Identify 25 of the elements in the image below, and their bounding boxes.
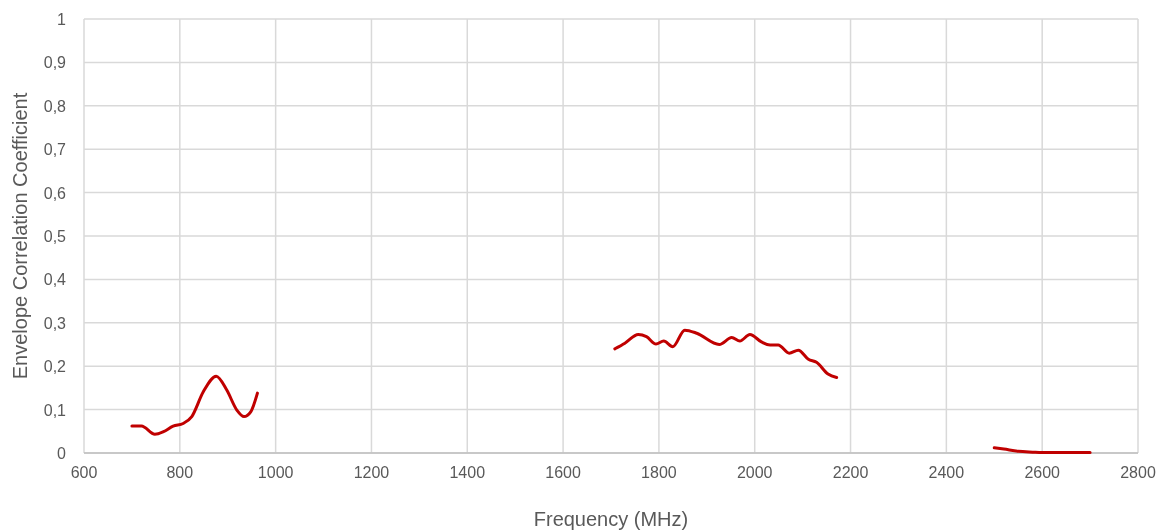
x-tick-label: 1800: [641, 464, 677, 481]
y-tick-label: 0,2: [43, 358, 67, 376]
x-tick-label: 1200: [353, 464, 390, 481]
y-tick-label: 0,3: [43, 314, 67, 332]
x-tick-label: 2000: [736, 464, 773, 481]
y-tick-label: 0,1: [43, 401, 67, 419]
y-tick-label: 1: [57, 11, 67, 28]
x-tick-label: 2600: [1024, 464, 1061, 481]
y-tick-label: 0,4: [43, 271, 67, 289]
x-axis-title: Frequency (MHz): [533, 508, 689, 530]
y-tick-label: 0,9: [43, 54, 67, 72]
y-tick-label: 0,6: [43, 184, 67, 202]
x-tick-label: 2200: [832, 464, 869, 481]
x-tick-label: 600: [70, 464, 98, 481]
y-tick-label: 0,8: [43, 97, 67, 115]
y-tick-label: 0,5: [43, 228, 67, 245]
x-tick-label: 2800: [1120, 464, 1156, 481]
y-tick-label: 0,7: [43, 141, 67, 159]
y-tick-label: 0: [57, 445, 67, 462]
x-tick-label: 1000: [257, 464, 294, 481]
x-tick-label: 800: [166, 464, 194, 481]
y-axis-title: Envelope Correlation Coefficient: [9, 92, 31, 380]
x-tick-label: 1600: [545, 464, 581, 481]
x-tick-label: 2400: [928, 464, 965, 481]
x-tick-label: 1400: [449, 464, 486, 481]
